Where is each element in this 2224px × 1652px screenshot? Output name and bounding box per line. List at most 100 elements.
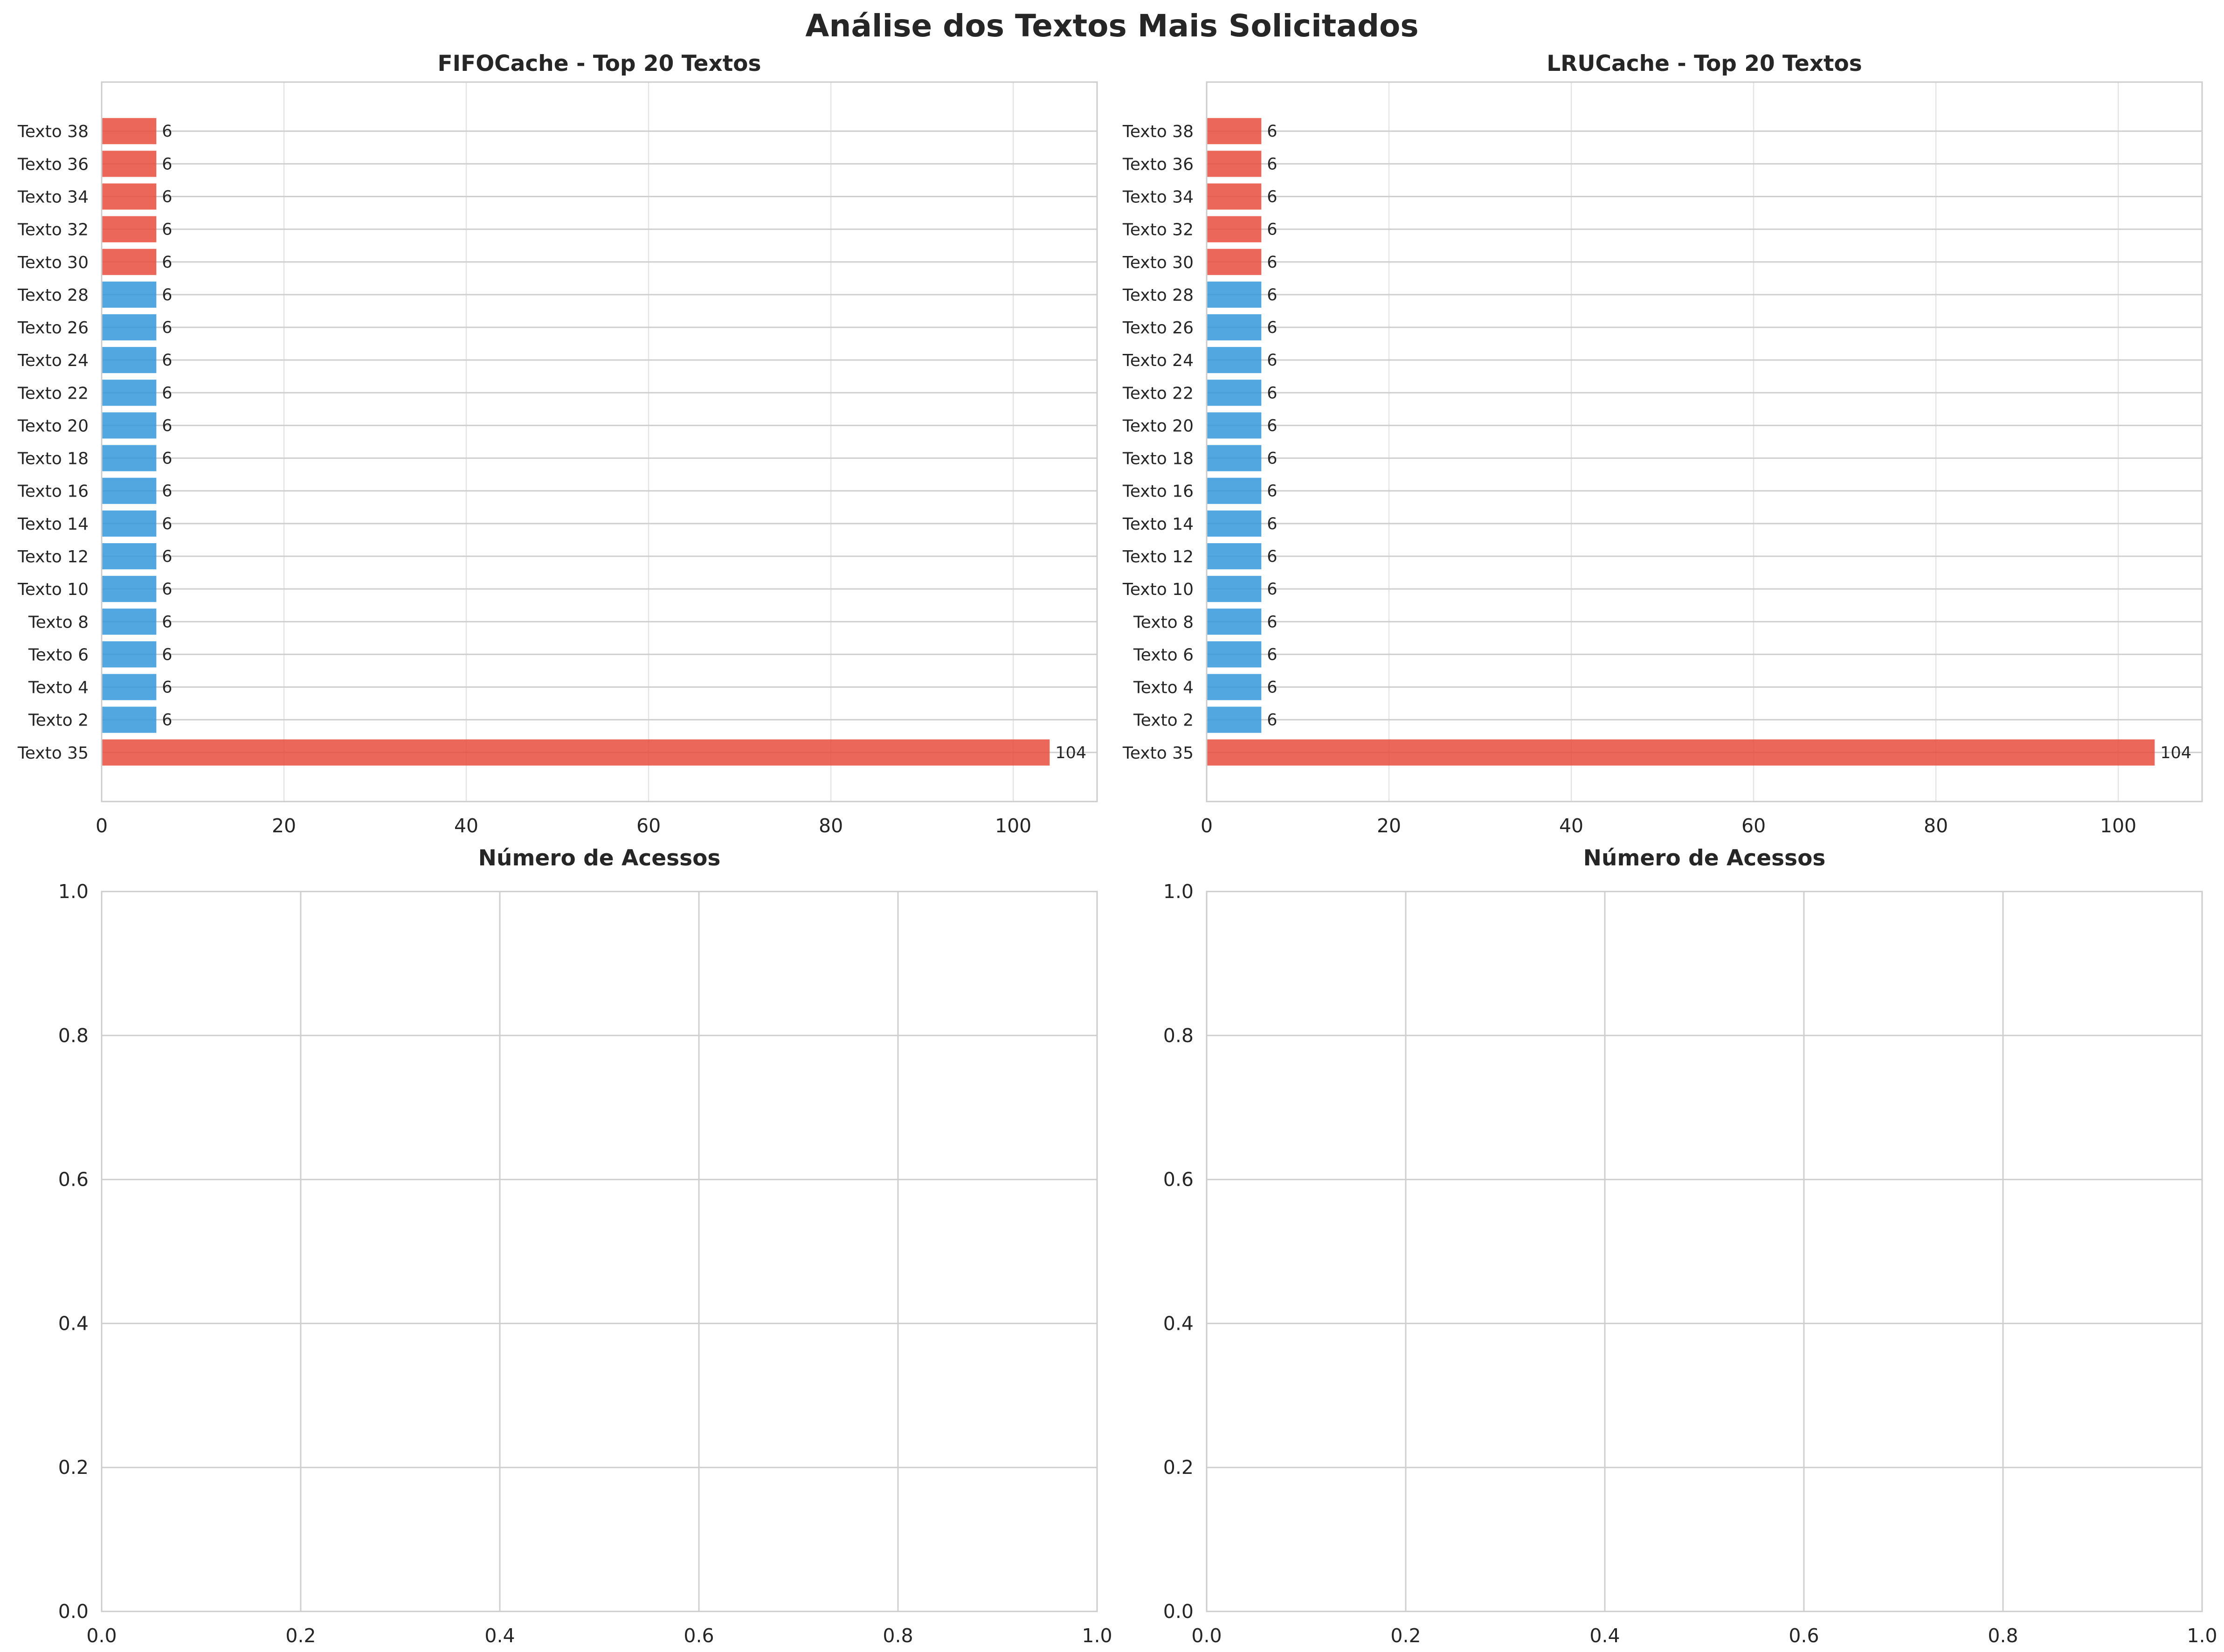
y-tick-label: Texto 6: [28, 645, 89, 664]
bar-value-label: 6: [1267, 286, 1277, 304]
y-tick-label: Texto 6: [1133, 645, 1194, 664]
bar: [102, 281, 157, 308]
bar-value-label: 6: [162, 221, 172, 239]
bar: [1207, 151, 1262, 177]
x-tick-label: 0.2: [285, 1624, 316, 1647]
fifo-bar-chart: 104 6 6 6 6 6 6 6 6 6 6 6 6 6 6 6 6 6 6 6 Texto 35 Texto 2 Tex…: [17, 51, 1098, 871]
y-tick-label: Texto 2: [28, 711, 89, 730]
y-tick-label: Texto 14: [17, 515, 89, 534]
y-tick-label: 0.0: [1163, 1600, 1194, 1623]
x-tick-label: 0.2: [1390, 1624, 1421, 1647]
y-tick-label: 0.2: [1163, 1456, 1194, 1479]
y-tick-label: Texto 35: [17, 744, 89, 763]
x-tick-label: 0.0: [1191, 1624, 1222, 1647]
x-tick-label: 0.0: [86, 1624, 117, 1647]
x-tick-label: 40: [1559, 815, 1583, 837]
bar-value-label: 6: [162, 384, 172, 402]
bar-value-label: 6: [162, 547, 172, 566]
bar: [102, 314, 157, 341]
x-tick-label: 0.8: [883, 1624, 913, 1647]
empty-axes-left: 0.0 0.2 0.4 0.6 0.8 1.0 0.0 0.2 0.4 0.6 0.8 1.0: [58, 880, 1112, 1647]
bar: [102, 380, 157, 406]
y-tick-label: 0.2: [58, 1456, 89, 1479]
y-tick-label: Texto 22: [1122, 384, 1194, 403]
bar-value-label: 6: [1267, 155, 1277, 173]
y-tick-label: Texto 26: [17, 318, 89, 338]
bar-value-label: 6: [1267, 678, 1277, 697]
bar-value-label: 6: [162, 711, 172, 730]
y-tick-label: 0.6: [1163, 1168, 1194, 1191]
bar-value-label: 6: [162, 645, 172, 664]
bar-value-label: 6: [1267, 187, 1277, 206]
bar: [102, 151, 157, 177]
bar-value-label: 6: [162, 253, 172, 272]
x-axis-label: Número de Acessos: [478, 845, 721, 871]
x-tick-label: 1.0: [1082, 1624, 1112, 1647]
y-tick-label: Texto 38: [17, 122, 89, 141]
bar: [1207, 216, 1262, 242]
bar: [102, 183, 157, 210]
y-tick-label: Texto 20: [17, 416, 89, 435]
bar: [1207, 445, 1262, 471]
y-tick-label: Texto 22: [17, 384, 89, 403]
y-tick-label: Texto 14: [1122, 515, 1194, 534]
y-tick-label: Texto 36: [17, 155, 89, 174]
y-tick-label: Texto 16: [17, 482, 89, 501]
bar: [102, 576, 157, 602]
axes-frame: [101, 891, 1098, 1612]
bar: [1207, 543, 1262, 570]
bar-value-label: 6: [1267, 482, 1277, 501]
y-tick-label: Texto 28: [17, 286, 89, 305]
bar: [1207, 739, 2155, 766]
y-tick-label: Texto 12: [1122, 547, 1194, 567]
axes-frame: [1206, 81, 2203, 802]
y-tick-label: Texto 8: [28, 613, 89, 632]
bar: [1207, 412, 1262, 439]
y-tick-label: Texto 18: [1122, 449, 1194, 469]
bar: [102, 543, 157, 570]
y-tick-label: 0.8: [1163, 1024, 1194, 1047]
bar-value-label: 104: [2160, 744, 2191, 762]
x-tick-label: 0: [96, 815, 108, 837]
x-axis-label: Número de Acessos: [1583, 845, 1826, 871]
x-tick-label: 0.4: [484, 1624, 515, 1647]
y-tick-label: Texto 28: [1122, 286, 1194, 305]
y-tick-label: Texto 32: [17, 221, 89, 240]
bar: [102, 739, 1050, 766]
bar-value-label: 6: [162, 613, 172, 631]
y-tick-label: 0.4: [1163, 1312, 1194, 1334]
y-tick-label: Texto 30: [17, 253, 89, 272]
bar-value-label: 6: [162, 286, 172, 304]
bar-value-label: 6: [1267, 449, 1277, 468]
y-tick-label: 1.0: [58, 880, 89, 903]
y-tick-label: 0.4: [58, 1312, 89, 1334]
y-tick-label: Texto 4: [1133, 678, 1194, 698]
lru-bar-chart: 104 6 6 6 6 6 6 6 6 6 6 6 6 6 6 6 6 6 6 6 Texto 35 Texto 2 Tex…: [1122, 51, 2203, 871]
panel-title: FIFOCache - Top 20 Textos: [438, 51, 761, 76]
bar: [102, 641, 157, 668]
x-tick-label: 0.6: [1789, 1624, 1819, 1647]
bar: [1207, 510, 1262, 537]
bar: [102, 674, 157, 700]
bar: [1207, 674, 1262, 700]
bar-value-label: 6: [162, 155, 172, 173]
x-tick-label: 20: [272, 815, 296, 837]
bar: [1207, 380, 1262, 406]
y-tick-label: Texto 30: [1122, 253, 1194, 272]
x-tick-label: 0.4: [1589, 1624, 1620, 1647]
x-tick-label: 20: [1377, 815, 1401, 837]
bar: [102, 608, 157, 635]
y-tick-label: Texto 18: [17, 449, 89, 469]
bar-value-label: 6: [162, 482, 172, 501]
x-tick-label: 100: [2100, 815, 2136, 837]
bar-value-label: 6: [1267, 547, 1277, 566]
bar-value-label: 6: [1267, 318, 1277, 337]
y-tick-label: Texto 34: [1122, 187, 1194, 207]
y-tick-label: 0.8: [58, 1024, 89, 1047]
x-tick-label: 40: [454, 815, 478, 837]
y-tick-label: Texto 4: [28, 678, 89, 698]
bar: [102, 347, 157, 373]
bar: [102, 412, 157, 439]
